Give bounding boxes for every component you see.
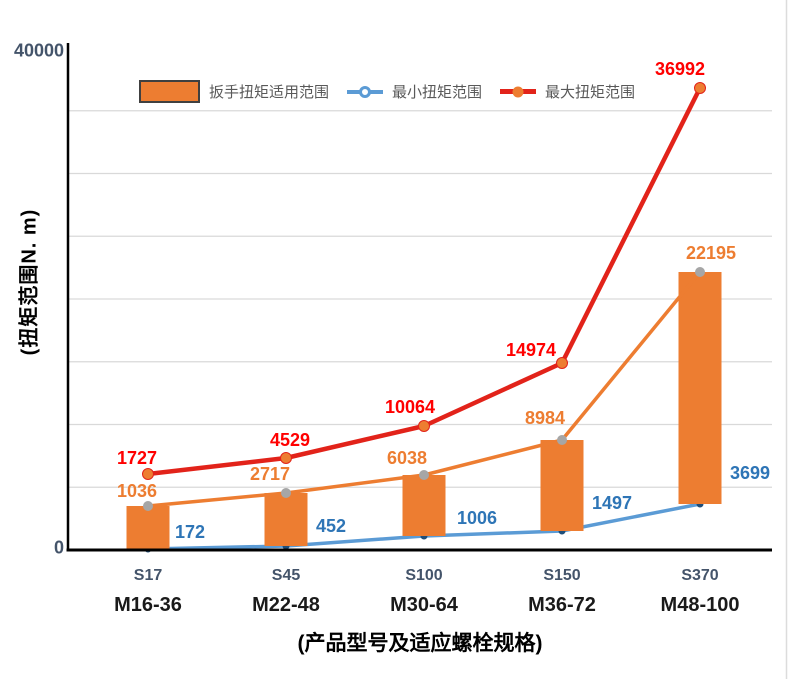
range-top-marker	[695, 267, 705, 277]
y-tick-min: 0	[53, 537, 64, 558]
min-line-sample-icon	[347, 85, 384, 98]
range-value-label: 8984	[525, 408, 565, 428]
filled-circle-marker-icon	[512, 86, 524, 97]
max-value-label: 36992	[655, 59, 705, 79]
legend-label-max-torque: 最大扭矩范围	[545, 84, 636, 101]
max-value-label: 4529	[270, 430, 310, 450]
torque-range-bar	[402, 475, 446, 536]
legend-item-max-torque: 最大扭矩范围	[500, 81, 635, 102]
min-value-label: 172	[175, 522, 205, 542]
range-value-label: 1036	[117, 481, 157, 501]
range-value-label: 22195	[686, 243, 736, 263]
max-line-sample-icon	[500, 86, 537, 97]
legend-label-bar-range: 扳手扭矩适用范围	[209, 84, 330, 101]
range-value-label: 6038	[387, 448, 427, 468]
x-axis-title: (产品型号及适应螺栓规格)	[297, 632, 543, 655]
max-torque-marker	[142, 468, 154, 480]
torque-range-bar	[678, 272, 722, 504]
min-value-label: 1006	[457, 508, 497, 528]
bar-swatch-icon	[139, 80, 200, 103]
torque-range-bar	[126, 506, 170, 549]
range-top-marker	[143, 501, 153, 511]
min-value-label: 452	[316, 516, 346, 536]
legend-item-min-torque: 最小扭矩范围	[347, 81, 482, 102]
max-torque-marker	[418, 420, 430, 432]
min-value-label: 1497	[592, 493, 632, 513]
torque-range-bar	[264, 493, 308, 546]
legend: 扳手扭矩适用范围 最小扭矩范围 最大扭矩范围	[139, 80, 635, 103]
range-value-label: 2717	[250, 464, 290, 484]
min-value-label: 3699	[730, 463, 770, 483]
y-tick-max: 40000	[13, 40, 64, 61]
max-torque-marker	[556, 357, 568, 369]
max-value-label: 1727	[117, 448, 157, 468]
max-torque-marker	[280, 452, 292, 464]
legend-item-bar-range: 扳手扭矩适用范围	[139, 80, 329, 103]
max-value-label: 10064	[385, 397, 435, 417]
max-value-label: 14974	[506, 340, 556, 360]
torque-range-bar	[540, 440, 584, 531]
range-top-marker	[557, 435, 567, 445]
max-torque-marker	[694, 82, 706, 94]
y-axis-title: (扭矩范围N. m)	[18, 208, 41, 356]
range-top-marker	[281, 488, 291, 498]
legend-label-min-torque: 最小扭矩范围	[392, 84, 483, 101]
open-circle-marker-icon	[359, 85, 372, 98]
range-top-marker	[419, 470, 429, 480]
